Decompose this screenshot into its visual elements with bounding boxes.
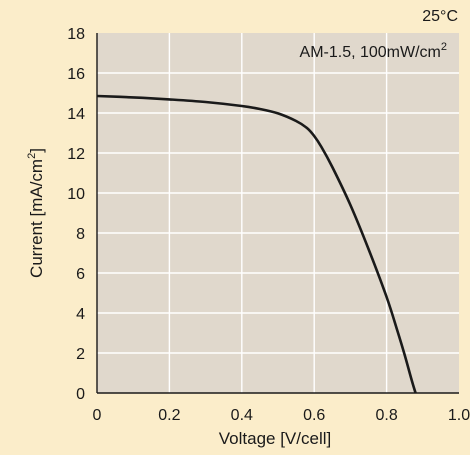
y-tick-label: 18 — [67, 26, 85, 43]
plot-area — [97, 33, 459, 393]
y-axis-label: Current [mA/cm2] — [26, 148, 46, 278]
tick-labels: 0 2 4 6 8 10 12 14 16 18 0 0.2 0.4 0.6 0.8 1.0 — [67, 26, 470, 424]
x-tick-label: 0.6 — [303, 407, 325, 424]
y-tick-label: 12 — [67, 146, 85, 163]
grid-lines — [97, 33, 459, 393]
x-tick-label: 1.0 — [448, 407, 470, 424]
y-tick-label: 16 — [67, 66, 85, 83]
y-axis-label-end: ] — [27, 148, 46, 153]
temperature-label: 25°C — [422, 8, 458, 25]
y-tick-label: 6 — [76, 266, 85, 283]
y-tick-label: 14 — [67, 106, 85, 123]
y-axis-label-sup: 2 — [26, 153, 38, 159]
y-tick-label: 10 — [67, 186, 85, 203]
y-tick-label: 2 — [76, 346, 85, 363]
x-tick-label: 0 — [93, 407, 102, 424]
x-tick-label: 0.4 — [231, 407, 253, 424]
x-axis-label: Voltage [V/cell] — [219, 429, 331, 448]
y-axis-label-main: Current [mA/cm — [27, 159, 46, 278]
y-tick-label: 8 — [76, 226, 85, 243]
condition-label-main: AM-1.5, 100mW/cm — [300, 44, 441, 61]
y-tick-label: 4 — [76, 306, 85, 323]
condition-label: AM-1.5, 100mW/cm2 — [300, 41, 447, 61]
x-tick-label: 0.2 — [158, 407, 180, 424]
x-tick-label: 0.8 — [375, 407, 397, 424]
y-tick-label: 0 — [76, 386, 85, 403]
condition-label-sup: 2 — [441, 41, 447, 53]
iv-curve-line — [96, 94, 417, 394]
